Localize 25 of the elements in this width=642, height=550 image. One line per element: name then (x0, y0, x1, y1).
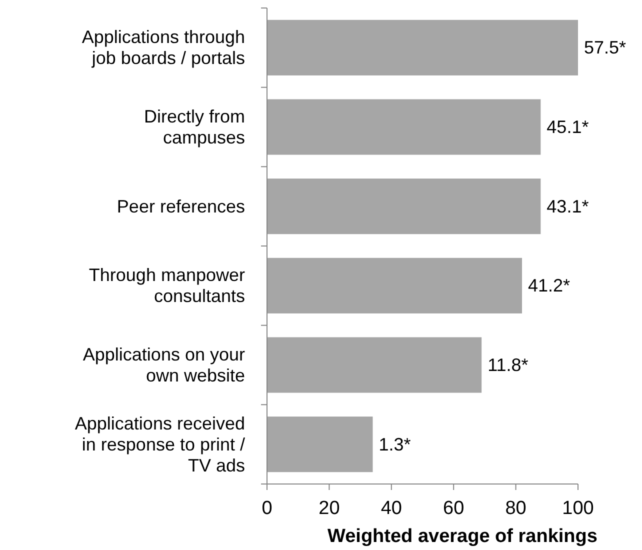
annotation: 43.1* (546, 196, 589, 216)
annotation: 41.2* (528, 276, 570, 296)
y-tick-label: Through manpower consultants (88, 265, 245, 306)
x-tick-label: 40 (380, 498, 402, 519)
y-tick-label: Applications on your own website (82, 344, 245, 386)
bar (267, 416, 373, 472)
x-tick-label: 80 (505, 498, 526, 519)
bar (267, 337, 482, 393)
y-tick-label: Peer references (116, 196, 245, 216)
bar (267, 178, 541, 234)
x-tick-label: 20 (318, 498, 340, 519)
annotation: 57.5* (584, 38, 626, 58)
bar (267, 20, 578, 76)
annotation: 45.1* (546, 117, 589, 137)
y-tick-label: Applications through job boards / portals (82, 27, 245, 68)
y-tick-label: Applications received in response to print / TV ads (74, 413, 245, 476)
annotation: 11.8* (488, 355, 528, 375)
annotation: 1.3* (378, 434, 411, 454)
x-tick-label: 100 (562, 498, 594, 519)
y-tick-label: Directly from campuses (144, 106, 245, 148)
bar (267, 99, 541, 155)
x-tick-label: 0 (262, 498, 272, 519)
x-tick-label: 60 (443, 498, 464, 519)
x-axis-title: Weighted average of rankings (328, 526, 598, 547)
bar (267, 258, 522, 314)
